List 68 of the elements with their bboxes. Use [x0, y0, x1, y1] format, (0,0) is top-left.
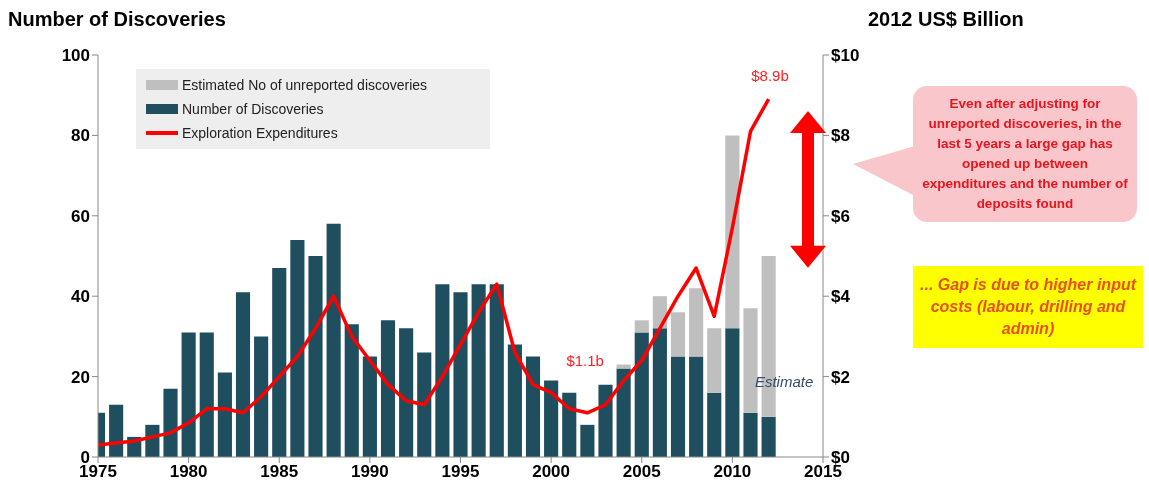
bar	[616, 368, 631, 457]
annotation: Estimate	[754, 372, 814, 390]
bar	[689, 356, 704, 457]
y2-axis-title: 2012 US$ Billion	[868, 8, 1024, 31]
text: ... Gap is due to higher input costs (labour, drilling and admin)	[920, 276, 1136, 337]
legend-label: Number of Discoveries	[182, 101, 324, 117]
bar	[580, 424, 595, 457]
bar	[109, 404, 124, 457]
bar	[489, 284, 504, 457]
y-axis-title: Number of Discoveries	[8, 8, 226, 31]
x-tick-label: 1995	[441, 462, 480, 482]
bar	[471, 284, 486, 457]
bar	[235, 292, 251, 457]
bar	[417, 352, 432, 457]
bar	[199, 332, 214, 457]
bar	[217, 372, 232, 457]
y2-tick-label: $8	[831, 126, 850, 146]
bar	[689, 288, 704, 357]
bar	[761, 416, 776, 457]
x-tick-label: 1990	[350, 462, 389, 482]
bar	[453, 292, 468, 457]
x-tick-label: 1980	[169, 462, 208, 482]
bar	[326, 223, 341, 457]
bar	[670, 356, 686, 457]
bar	[725, 135, 740, 329]
bar	[163, 388, 178, 457]
text: Even after adjusting for unreported discoveries, in the last 5 years a large gap has opened up between expenditures and the number of deposits found	[922, 96, 1128, 211]
x-tick-label: 2000	[532, 462, 571, 482]
bar	[707, 328, 722, 393]
bar	[652, 328, 667, 457]
y-tick-label: 60	[71, 206, 90, 226]
y-tick-label: 20	[71, 367, 90, 387]
bar	[399, 328, 414, 457]
bar	[525, 356, 541, 457]
bar	[707, 392, 722, 457]
bar	[743, 412, 758, 457]
bar	[725, 328, 740, 457]
bar	[507, 344, 522, 457]
y2-tick-label: $4	[831, 287, 851, 307]
bar	[290, 239, 305, 457]
x-tick-label: 2005	[622, 462, 661, 482]
bar	[616, 364, 631, 369]
bar	[362, 356, 377, 457]
bar	[181, 332, 196, 457]
y2-tick-label: $10	[831, 46, 860, 66]
bar	[254, 336, 269, 457]
x-tick-label: 2010	[713, 462, 752, 482]
legend-label: Estimated No of unreported discoveries	[182, 77, 428, 93]
bar	[670, 312, 686, 357]
y2-tick-label: $2	[831, 367, 850, 387]
bar	[272, 268, 287, 457]
bar	[435, 284, 450, 457]
bar	[344, 324, 359, 457]
x-tick-label: 1985	[260, 462, 299, 482]
bar	[380, 320, 396, 457]
bar	[634, 320, 649, 333]
legend-label: Exploration Expenditures	[182, 125, 338, 141]
y-tick-label: 100	[61, 46, 90, 66]
bar	[544, 380, 559, 457]
y-tick-label: 40	[71, 287, 90, 307]
annotation: $1.1b	[566, 352, 604, 370]
annotation: $8.9b	[751, 67, 789, 85]
y-tick-label: 80	[71, 126, 90, 146]
bar	[634, 332, 649, 457]
bar	[598, 384, 613, 457]
bar	[562, 392, 577, 457]
bar	[308, 256, 323, 457]
y2-tick-label: $6	[831, 206, 850, 226]
